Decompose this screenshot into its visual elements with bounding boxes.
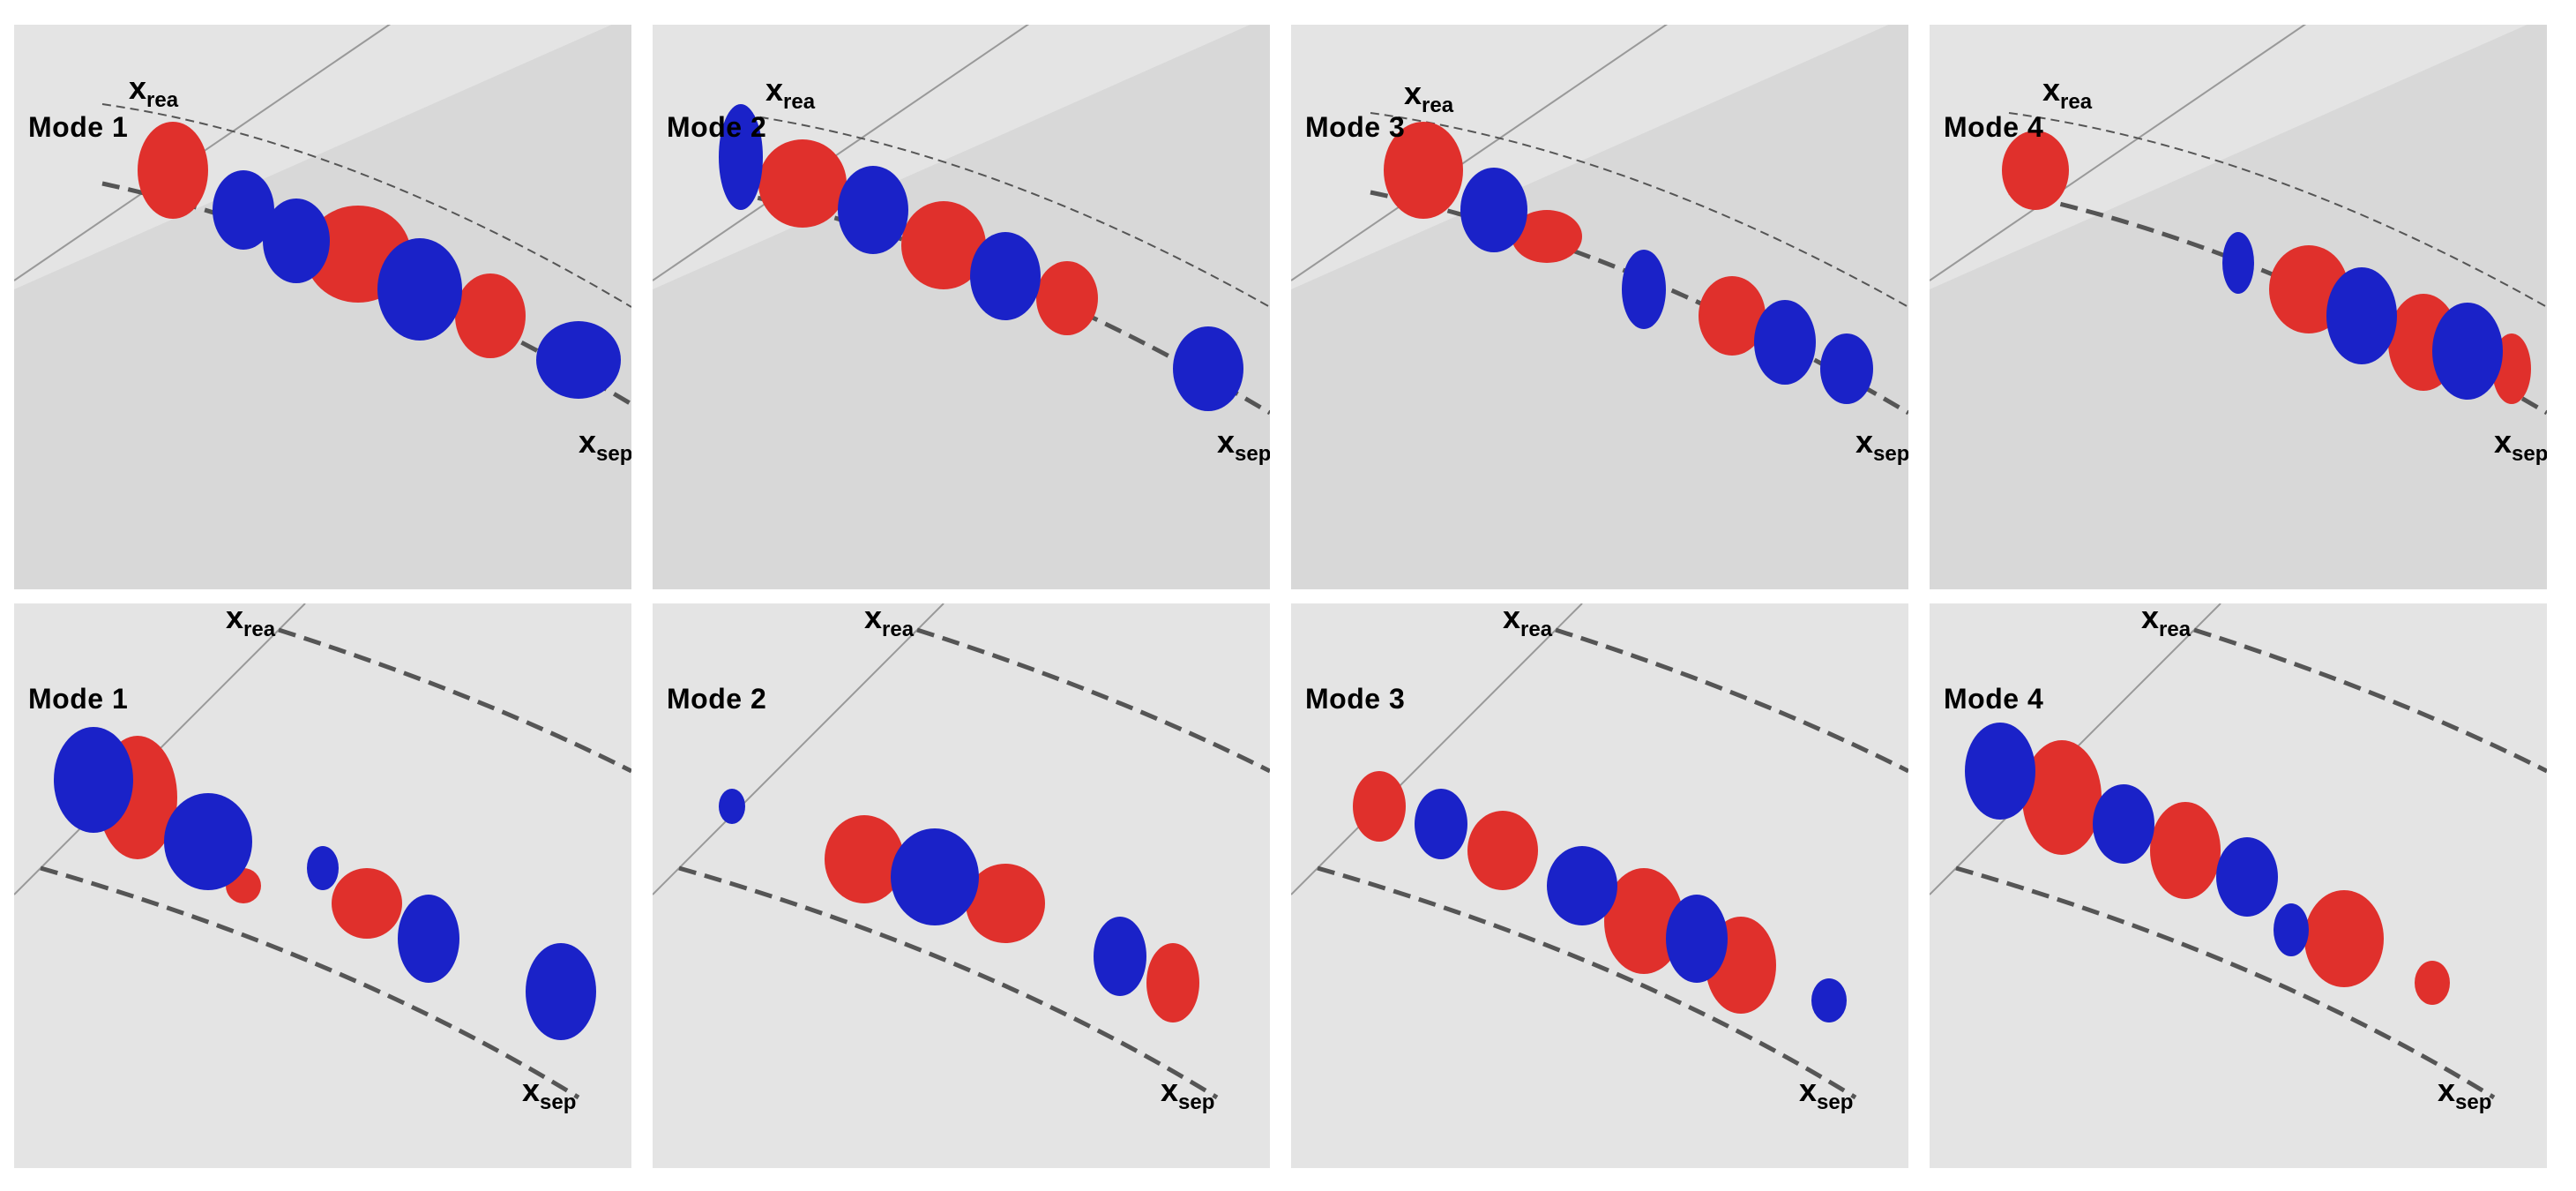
iso-surface-plot	[1930, 603, 2547, 1168]
xrea-label: xrea	[1404, 75, 1454, 117]
iso-surface-plot	[1930, 25, 2547, 589]
iso-surface-plot	[653, 25, 1270, 589]
xsep-label: xsep	[1799, 1072, 1854, 1114]
xsep-label: xsep	[1855, 423, 1908, 466]
panel-row2-mode2: Mode 2 xrea xsep	[653, 603, 1270, 1168]
mode-label: Mode 2	[667, 111, 767, 143]
xrea-label: xrea	[1503, 603, 1553, 641]
xsep-label: xsep	[1161, 1072, 1215, 1114]
mode-label: Mode 1	[28, 683, 129, 715]
xsep-label: xsep	[2438, 1072, 2492, 1114]
mode-label: Mode 2	[667, 683, 767, 715]
xrea-label: xrea	[226, 603, 276, 641]
xrea-label: xrea	[864, 603, 915, 641]
mode-label: Mode 3	[1305, 111, 1406, 143]
xsep-label: xsep	[1217, 423, 1270, 466]
panel-row2-mode4: Mode 4 xrea xsep	[1930, 603, 2547, 1168]
panel-row1-mode2: Mode 2 xrea xsep	[653, 25, 1270, 589]
xsep-label: xsep	[2494, 423, 2547, 466]
panel-row1-mode1: Mode 1 xrea xsep	[14, 25, 631, 589]
panel-row2-mode1: Mode 1 xrea xsep	[14, 603, 631, 1168]
xsep-label: xsep	[522, 1072, 577, 1114]
iso-surface-plot	[1291, 603, 1908, 1168]
xrea-label: xrea	[129, 70, 179, 112]
iso-surface-plot	[14, 25, 631, 589]
mode-label: Mode 4	[1944, 111, 2044, 143]
xsep-label: xsep	[579, 423, 631, 466]
xrea-label: xrea	[765, 71, 816, 114]
mode-label: Mode 1	[28, 111, 129, 143]
mode-label: Mode 4	[1944, 683, 2044, 715]
mode-label: Mode 3	[1305, 683, 1406, 715]
iso-surface-plot	[1291, 25, 1908, 589]
xrea-label: xrea	[2141, 603, 2191, 641]
iso-surface-plot	[14, 603, 631, 1168]
panel-row1-mode3: Mode 3 xrea xsep	[1291, 25, 1908, 589]
panel-row1-mode4: Mode 4 xrea xsep	[1930, 25, 2547, 589]
xrea-label: xrea	[2042, 71, 2093, 114]
panel-row2-mode3: Mode 3 xrea xsep	[1291, 603, 1908, 1168]
iso-surface-plot	[653, 603, 1270, 1168]
